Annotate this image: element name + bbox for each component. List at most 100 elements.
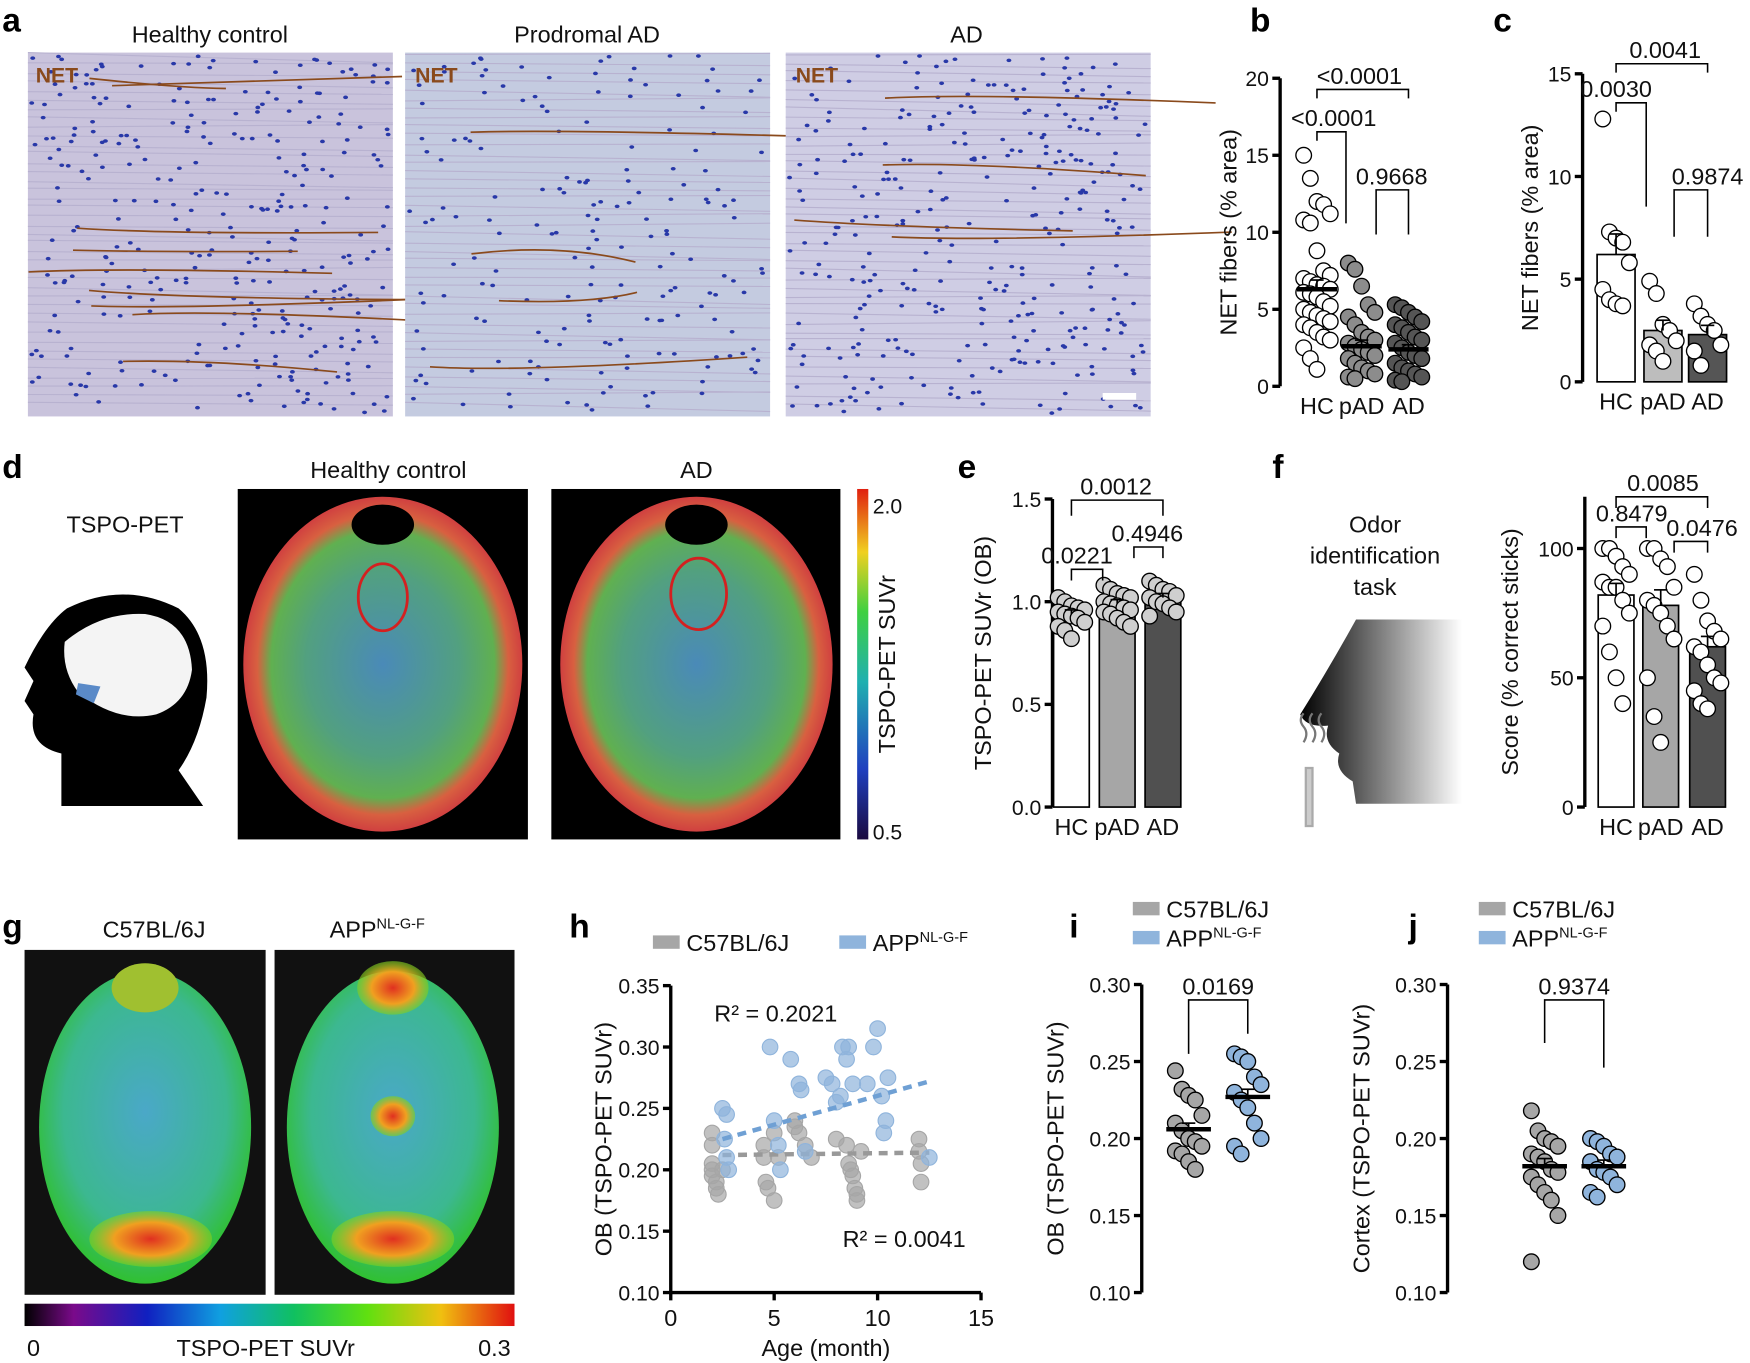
- nucleus: [594, 217, 600, 222]
- nucleus: [849, 277, 855, 282]
- nucleus: [799, 271, 805, 275]
- data-point: [1712, 630, 1730, 648]
- tissue-texture: [405, 284, 771, 288]
- nucleus: [266, 240, 272, 245]
- nucleus: [253, 59, 259, 64]
- chart-j-y-tick-label: 0.15: [1395, 1205, 1436, 1228]
- nucleus: [624, 366, 630, 370]
- legend-label: C57BL/6J: [1166, 897, 1269, 923]
- tissue-texture: [405, 160, 771, 163]
- nucleus: [201, 120, 207, 125]
- nucleus: [126, 285, 132, 289]
- nucleus: [270, 330, 276, 335]
- nucleus: [378, 164, 384, 168]
- legend-swatch: [1132, 930, 1160, 945]
- nucleus: [371, 402, 377, 406]
- nucleus: [1119, 320, 1124, 325]
- nucleus: [305, 391, 311, 396]
- nucleus: [265, 207, 271, 212]
- nucleus: [979, 321, 985, 326]
- nucleus: [917, 54, 922, 58]
- nucleus: [103, 96, 109, 100]
- p-value-label: 0.9374: [1538, 973, 1610, 999]
- nucleus: [1073, 158, 1079, 162]
- nucleus: [965, 92, 971, 97]
- nucleus: [993, 287, 999, 292]
- tissue-texture: [785, 170, 1151, 178]
- nucleus: [853, 398, 859, 403]
- nucleus: [83, 384, 89, 389]
- nucleus: [899, 304, 905, 308]
- nucleus: [193, 192, 199, 196]
- nucleus: [534, 223, 540, 227]
- nucleus: [1140, 350, 1146, 354]
- nucleus: [289, 370, 295, 374]
- nucleus: [1000, 137, 1006, 142]
- nucleus: [1104, 218, 1110, 222]
- nucleus: [825, 119, 831, 123]
- nucleus: [656, 351, 662, 356]
- nucleus: [1089, 364, 1095, 369]
- nucleus: [915, 71, 921, 75]
- nucleus: [928, 189, 934, 193]
- nucleus: [441, 64, 447, 69]
- data-point-app: [875, 1124, 893, 1142]
- p-value-label: 0.0012: [1080, 474, 1152, 500]
- data-point: [1121, 617, 1139, 635]
- data-point: [1652, 733, 1670, 751]
- nucleus: [832, 232, 838, 237]
- nucleus: [119, 368, 125, 373]
- nucleus: [648, 234, 654, 239]
- data-point: [1167, 603, 1185, 621]
- nucleus: [101, 312, 107, 316]
- nucleus: [981, 155, 987, 160]
- nucleus: [595, 90, 601, 94]
- nucleus: [183, 276, 189, 281]
- chart-h-y-axis-label: OB (TSPO-PET SUVr): [591, 1022, 617, 1256]
- p-value-label: <0.0001: [1317, 63, 1402, 89]
- nucleus: [629, 145, 635, 149]
- chart-b-y-axis-label: NET fibers (% area): [1216, 129, 1242, 336]
- nucleus: [1017, 360, 1023, 365]
- nucleus: [535, 330, 541, 335]
- nucleus: [176, 86, 182, 91]
- nucleus: [903, 349, 909, 354]
- nucleus: [42, 102, 47, 107]
- data-point: [1614, 233, 1632, 251]
- nucleus: [1068, 152, 1074, 157]
- chart-h-y-tick-label: 0.30: [618, 1037, 659, 1060]
- nucleus: [384, 394, 390, 399]
- nucleus: [859, 194, 865, 198]
- nucleus: [173, 278, 179, 283]
- tissue-texture: [405, 401, 771, 413]
- nucleus: [532, 94, 538, 99]
- nucleus: [340, 70, 346, 74]
- nucleus: [946, 111, 952, 115]
- nucleus: [939, 81, 945, 86]
- nucleus: [1080, 88, 1086, 92]
- nucleus: [234, 281, 240, 285]
- nucleus: [852, 233, 858, 237]
- nucleus: [233, 276, 239, 280]
- nucleus: [185, 125, 191, 130]
- tissue-texture: [785, 348, 1151, 355]
- nucleus: [1130, 354, 1136, 359]
- nucleus: [29, 101, 35, 105]
- x-tick-label: AD: [1691, 389, 1724, 415]
- nucleus: [842, 159, 848, 164]
- nucleus: [86, 371, 92, 376]
- nucleus: [278, 204, 284, 209]
- tissue-texture: [27, 225, 393, 230]
- tissue-texture: [785, 198, 1151, 204]
- nucleus: [210, 58, 216, 63]
- tissue-texture: [27, 239, 393, 244]
- nucleus: [827, 402, 833, 406]
- roi-ring: [356, 562, 409, 633]
- tissue-texture: [405, 143, 771, 146]
- stain-label-ad: NET: [796, 65, 838, 88]
- nucleus: [1082, 326, 1088, 330]
- nucleus: [699, 391, 705, 396]
- nucleus: [357, 125, 363, 129]
- nucleus: [592, 71, 598, 76]
- nucleus: [1075, 373, 1080, 377]
